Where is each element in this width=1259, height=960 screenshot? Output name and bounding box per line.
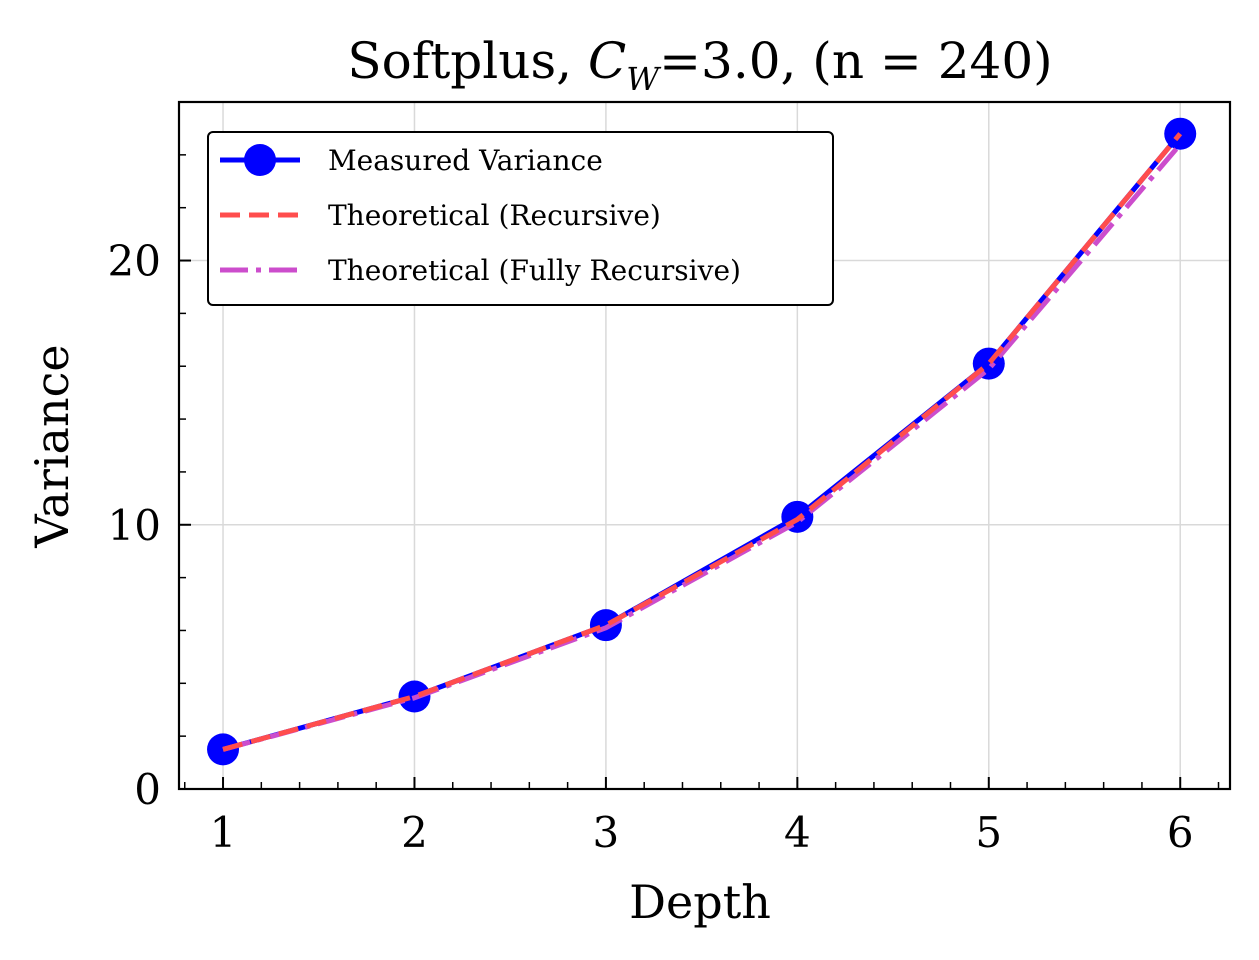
x-axis-label: Depth — [629, 875, 771, 929]
legend-box — [207, 131, 834, 306]
y-tick-label: 10 — [108, 501, 161, 550]
y-tick-label: 0 — [134, 765, 161, 814]
chart-title: Softplus, CW=3.0, (n = 240) — [347, 32, 1052, 98]
legend-entry-fully-recursive: Theoretical (Fully Recursive) — [220, 254, 741, 287]
x-tick-label: 3 — [593, 808, 620, 857]
legend-label-measured: Measured Variance — [328, 144, 603, 177]
plot-frame — [177, 100, 1232, 791]
x-tick-label: 5 — [975, 808, 1002, 857]
x-tick-label: 6 — [1167, 808, 1194, 857]
legend-entry-recursive: Theoretical (Recursive) — [220, 199, 661, 232]
data-point-measured — [1164, 117, 1197, 150]
x-tick-label: 1 — [210, 808, 237, 857]
legend-marker-measured — [244, 144, 276, 176]
legend-label-recursive: Theoretical (Recursive) — [328, 199, 661, 232]
y-tick-label: 20 — [108, 237, 161, 286]
x-tick-label: 2 — [401, 808, 428, 857]
series-line-1 — [222, 132, 1183, 752]
x-tick-label: 4 — [784, 808, 811, 857]
minor-ticks — [179, 101, 1220, 789]
legend: Measured Variance Theoretical (Recursive… — [207, 131, 834, 306]
legend-entry-measured: Measured Variance — [220, 144, 603, 177]
series-layer — [207, 117, 1197, 766]
legend-label-fully-recursive: Theoretical (Fully Recursive) — [328, 254, 741, 287]
tick-labels: 1 2 3 4 5 6 0 10 20 — [108, 237, 1194, 857]
y-axis-label: Variance — [25, 344, 79, 548]
